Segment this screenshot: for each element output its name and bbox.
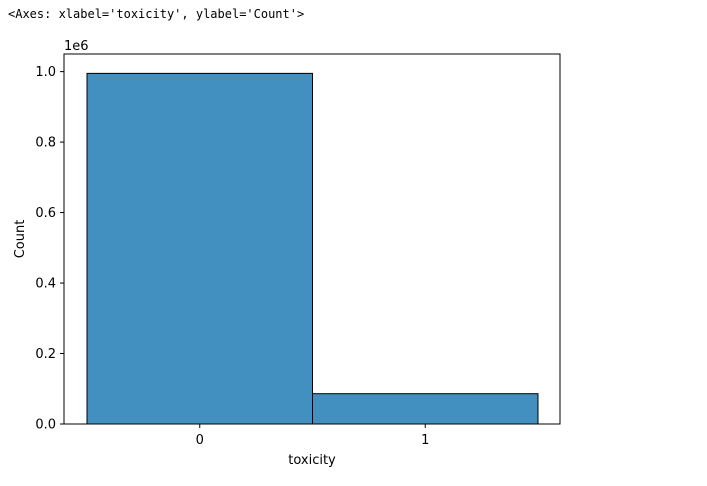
bars-group: [86, 72, 539, 425]
y-tick-label: 0.4: [35, 277, 56, 292]
y-tick-label: 0.8: [35, 136, 56, 151]
axes-repr-output: <Axes: xlabel='toxicity', ylabel='Count'…: [8, 7, 305, 21]
y-tick-label: 1.0: [35, 65, 56, 80]
bar-0: [86, 72, 313, 425]
y-offset-label: 1e6: [64, 39, 89, 54]
x-axis-label: toxicity: [288, 453, 336, 468]
x-tick-label-1: 1: [421, 433, 429, 448]
bar-1: [312, 393, 539, 425]
y-tick-label: 0.0: [35, 418, 56, 433]
y-tick-label: 0.2: [35, 347, 56, 362]
x-tick-label-0: 0: [196, 433, 204, 448]
axes-frame: [63, 53, 561, 425]
y-axis-label: Count: [13, 220, 28, 259]
y-tick-label: 0.6: [35, 206, 56, 221]
y-ticks-group: 0.0 0.2 0.4 0.6 0.8 1.0: [35, 65, 64, 433]
